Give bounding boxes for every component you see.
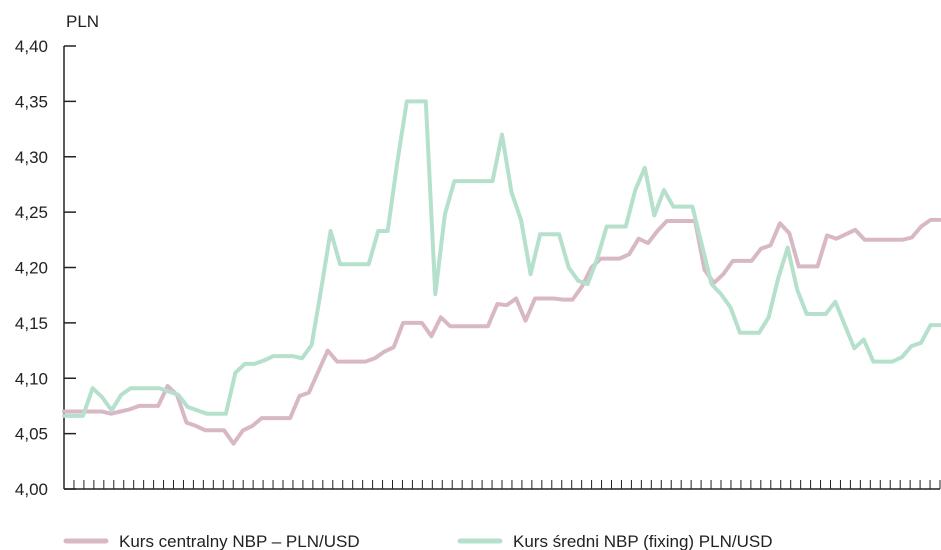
legend-label-1: Kurs centralny NBP – PLN/USD [119, 532, 360, 550]
y-tick-label: 4,40 [15, 37, 48, 56]
legend: Kurs centralny NBP – PLN/USD Kurs średni … [63, 532, 773, 550]
series-lines [62, 99, 941, 446]
y-tick-label: 4,15 [15, 314, 48, 333]
y-tick-label: 4,35 [15, 92, 48, 111]
legend-label-2: Kurs średni NBP (fixing) PLN/USD [513, 532, 773, 550]
y-tick-label: 4,10 [15, 369, 48, 388]
series-line-2 [62, 99, 941, 418]
y-axis: PLN 4,00 4,05 4,10 4,15 4,20 4,25 4,30 4,35 4,40 [15, 12, 99, 499]
y-tick-label: 4,20 [15, 259, 48, 278]
series-line-1 [62, 217, 941, 446]
y-tick-label: 4,00 [15, 480, 48, 499]
y-tick-label: 4,30 [15, 148, 48, 167]
y-axis-label: PLN [66, 12, 99, 31]
y-tick-label: 4,05 [15, 425, 48, 444]
x-axis [63, 480, 941, 490]
y-tick-label: 4,25 [15, 203, 48, 222]
